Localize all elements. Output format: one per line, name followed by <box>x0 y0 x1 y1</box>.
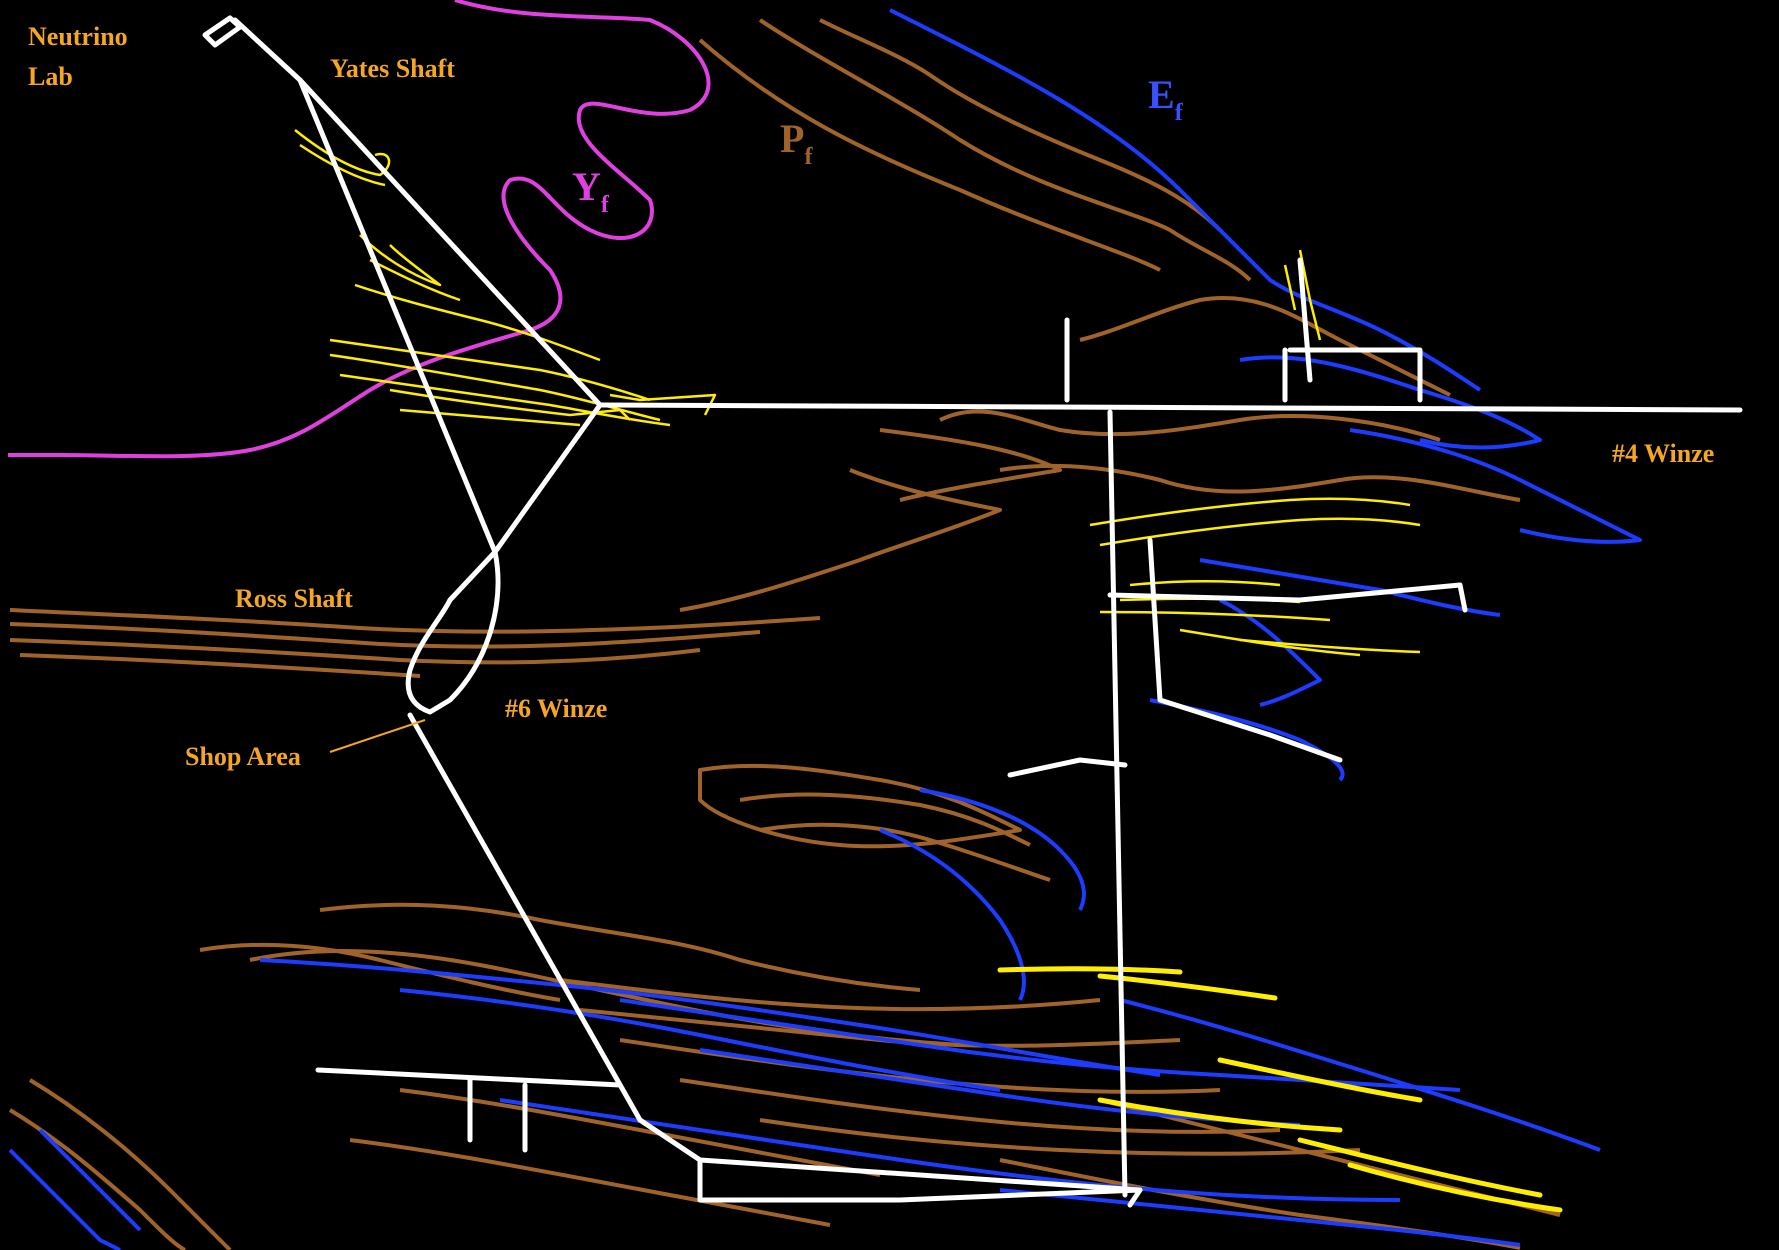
mine-drifts <box>202 15 1743 1208</box>
neutrino-lab-box <box>202 15 243 48</box>
south-loop-2 <box>697 1157 1143 1203</box>
label-neutrino-lab-line2: Lab <box>28 62 73 91</box>
y-formation-contact <box>8 0 711 459</box>
orebody-outlines <box>294 129 1421 657</box>
label-neutrino-lab-line1: Neutrino <box>28 22 128 51</box>
east-complex-c <box>1007 757 1128 778</box>
east-complex-a <box>1107 582 1468 613</box>
label-shop-area: Shop Area <box>185 742 301 771</box>
drift-yates-to-ross <box>297 77 498 555</box>
drift-yates-to-junction <box>297 77 603 408</box>
ross-loop <box>405 549 501 715</box>
shop-area-pointer <box>329 719 426 753</box>
label-e-formation: Ef <box>1148 72 1184 126</box>
label-p-formation: Pf <box>780 116 813 170</box>
label-ross-shaft: Ross Shaft <box>235 584 353 613</box>
east-complex-b <box>1147 537 1343 763</box>
south-loop <box>637 1117 1143 1208</box>
label-y-formation: Yf <box>572 164 610 218</box>
south-drift <box>315 1067 623 1088</box>
winze4-vertical <box>1107 409 1128 1198</box>
label-yates-shaft: Yates Shaft <box>330 54 455 83</box>
label-4-winze: #4 Winze <box>1612 439 1714 468</box>
drift-neutrino-to-yates <box>232 17 303 83</box>
main-east-drift <box>597 402 1743 413</box>
drift-junction-to-ross <box>492 402 603 555</box>
drift-ross-to-south <box>407 712 643 1123</box>
label-6-winze: #6 Winze <box>505 694 607 723</box>
northeast-complex <box>1282 257 1423 403</box>
